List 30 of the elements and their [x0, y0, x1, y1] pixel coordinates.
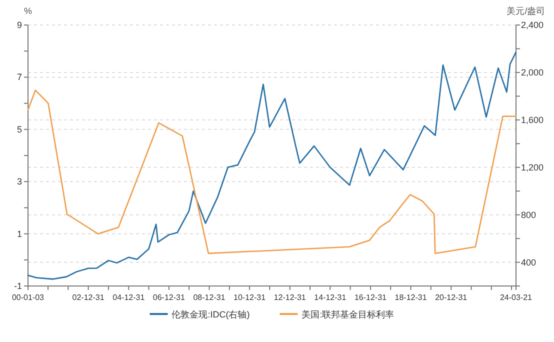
y-tick-label: 7: [16, 72, 22, 82]
y-tick-label: 1: [16, 228, 22, 239]
x-tick-label: 04-12-31: [112, 293, 146, 302]
x-tick-label: 00-01-03: [12, 293, 45, 302]
y-tick-label: 3: [16, 176, 22, 187]
x-tick-label: 14-12-31: [314, 293, 347, 302]
x-tick-label: 16-12-31: [354, 293, 388, 302]
y-axis-title: %: [24, 6, 32, 16]
line-series: [27, 90, 517, 254]
legend-label: 美国:联邦基金目标利率: [302, 310, 394, 320]
x-tick-label: 24-03-21: [500, 293, 533, 302]
x-tick-label: 20-12-31: [435, 293, 468, 302]
x-tick-label: 02-12-31: [72, 293, 105, 302]
y2-tick-label: 400: [521, 257, 536, 268]
y2-tick-label: 2,000: [521, 67, 544, 78]
y2-tick-label: 1,200: [521, 162, 544, 172]
legend-label: 伦敦金现:IDC(右轴): [172, 310, 250, 320]
y2-tick-label: 2,400: [521, 20, 544, 30]
x-tick-label: 06-12-31: [152, 293, 186, 302]
y-tick-label: 5: [16, 124, 22, 134]
y-tick-label: 9: [16, 20, 22, 30]
y2-tick-label: 1,600: [521, 114, 544, 125]
x-tick-label: 18-12-31: [394, 293, 428, 302]
x-tick-label: 10-12-31: [234, 293, 266, 302]
x-tick-label: 12-12-31: [274, 293, 306, 302]
y-tick-label: -1: [14, 281, 22, 291]
y2-axis-title: 美元/盎司: [506, 6, 546, 16]
y2-tick-label: 800: [521, 210, 536, 220]
x-tick-label: 08-12-31: [193, 293, 226, 302]
line-series: [27, 51, 517, 280]
